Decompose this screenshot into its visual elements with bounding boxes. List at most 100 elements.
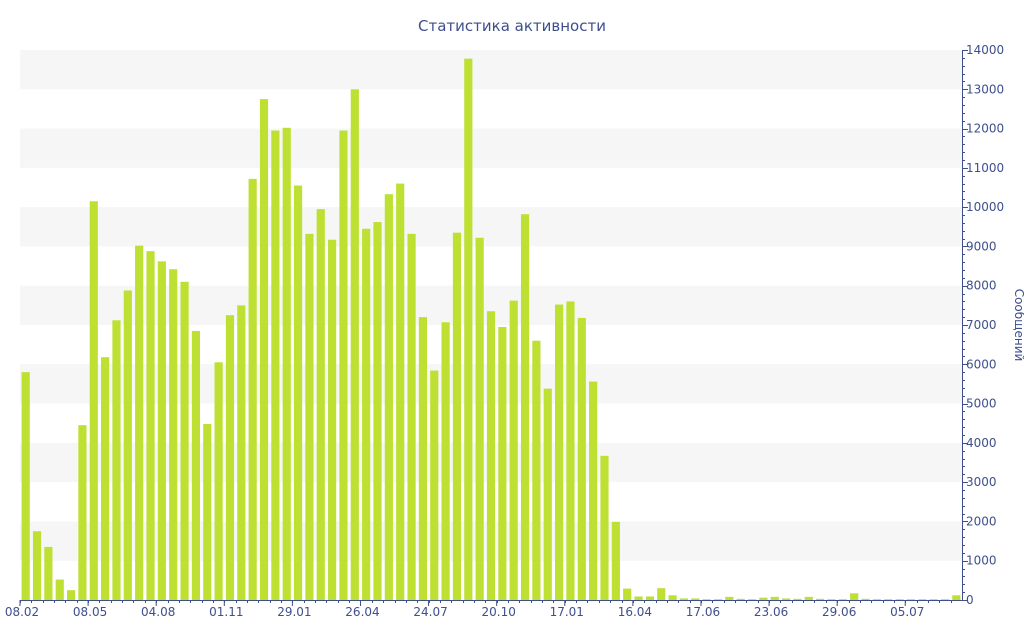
bar	[566, 301, 575, 600]
bar	[713, 599, 723, 600]
x-tick-label: 29.01	[277, 605, 311, 619]
y-tick-label: 9000	[966, 239, 997, 253]
bar	[305, 233, 314, 601]
bar	[66, 590, 76, 600]
x-tick-label: 24.07	[413, 605, 447, 619]
y-axis-label: Сообщений	[1012, 289, 1024, 362]
bar	[55, 579, 64, 600]
bar	[373, 222, 382, 600]
bar	[668, 595, 677, 600]
bar	[237, 305, 246, 600]
bar	[918, 599, 927, 600]
grid-bands	[20, 50, 962, 561]
bar	[838, 599, 847, 600]
bar	[214, 362, 223, 600]
bar	[157, 261, 166, 600]
bar	[600, 455, 609, 600]
bars-group	[21, 58, 961, 601]
bar	[759, 597, 768, 600]
bar	[293, 185, 303, 601]
y-tick-label: 0	[966, 593, 974, 607]
bar	[362, 228, 371, 600]
bar	[135, 245, 144, 600]
bar	[248, 178, 257, 601]
bar	[793, 598, 802, 600]
bar	[464, 58, 473, 600]
x-tick-label: 17.06	[686, 605, 720, 619]
bar	[282, 127, 291, 600]
x-tick-label: 04.08	[141, 605, 175, 619]
y-tick-label: 11000	[966, 161, 1004, 175]
x-tick-label: 08.05	[73, 605, 107, 619]
chart-title: Статистика активности	[418, 17, 606, 35]
bar	[203, 424, 212, 600]
bar	[191, 330, 200, 600]
y-tick-label: 1000	[966, 554, 997, 568]
bar	[89, 201, 98, 600]
bar	[146, 251, 155, 600]
bar	[657, 588, 666, 600]
bar	[384, 194, 393, 600]
bar	[952, 595, 961, 600]
bar	[271, 130, 280, 601]
bar	[123, 290, 132, 600]
bar	[486, 311, 496, 600]
bar	[520, 214, 530, 600]
bar	[850, 593, 859, 600]
x-tick-label: 26.04	[345, 605, 379, 619]
bar	[498, 326, 507, 600]
bar	[475, 237, 484, 601]
bar	[940, 599, 950, 600]
y-tick-label: 8000	[966, 279, 997, 293]
bar	[827, 599, 836, 600]
bar	[180, 281, 189, 600]
y-tick-label: 4000	[966, 436, 997, 450]
bar	[32, 531, 42, 600]
bar	[782, 598, 791, 600]
bar	[259, 99, 269, 601]
bar	[645, 596, 654, 600]
y-tick-label: 13000	[966, 82, 1004, 96]
y-tick-label: 10000	[966, 200, 1004, 214]
bar	[861, 598, 870, 600]
bar	[679, 598, 689, 600]
bar	[407, 233, 416, 601]
bar	[804, 596, 813, 600]
bar	[747, 599, 757, 600]
grid-band	[20, 128, 962, 168]
bar	[577, 317, 586, 600]
x-tick-label: 17.01	[550, 605, 584, 619]
bar	[101, 357, 110, 600]
grid-band	[20, 50, 962, 90]
grid-band	[20, 207, 962, 247]
axes-group: 0 1000 2000 3000 4000 5000 6000 7000 8000 9000 100…	[5, 43, 1004, 619]
bar	[623, 588, 632, 600]
bar	[316, 209, 325, 601]
bar	[929, 599, 938, 600]
x-tick-label: 08.02	[5, 605, 39, 619]
x-tick-label: 01.11	[209, 605, 243, 619]
bar	[225, 315, 235, 600]
x-tick-label: 20.10	[481, 605, 515, 619]
x-tick-label: 05.07	[890, 605, 924, 619]
bar	[430, 370, 439, 600]
bar	[339, 130, 348, 601]
bar	[770, 596, 779, 600]
y-tick-label: 5000	[966, 397, 997, 411]
bar	[906, 599, 916, 600]
bar	[872, 599, 881, 600]
bar	[634, 596, 643, 600]
bar	[691, 598, 700, 600]
x-tick-label: 23.06	[754, 605, 788, 619]
y-tick-label: 3000	[966, 475, 997, 489]
bar	[816, 598, 825, 600]
bar	[543, 388, 552, 600]
bar	[725, 596, 734, 600]
bar	[884, 599, 893, 600]
bar	[895, 599, 904, 600]
bar	[589, 381, 598, 600]
bar	[702, 599, 711, 600]
x-tick-label: 16.04	[618, 605, 652, 619]
